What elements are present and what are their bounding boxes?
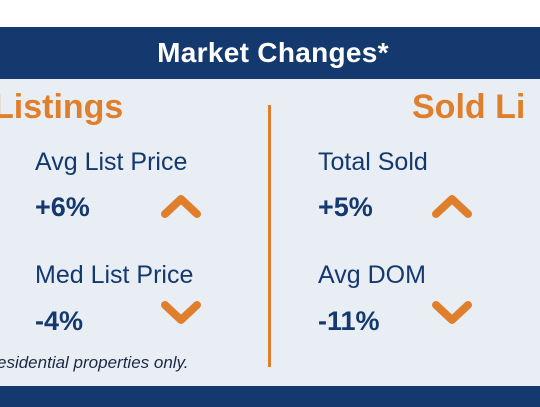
avg-dom-value: -11% [318,306,380,336]
chevron-down-icon [160,300,202,326]
med-list-price-value: -4% [35,306,84,336]
avg-list-price-label: Avg List Price [35,148,188,176]
stats-panel: Listings Sold Li Avg List Price +6% Med … [0,79,540,386]
section-title-sold-listings: Sold Li [412,88,526,126]
avg-list-price-value: +6% [35,192,90,222]
page-title: Market Changes* [157,37,389,68]
section-title-listings: Listings [0,88,124,126]
column-divider [268,105,271,367]
chevron-up-icon [160,193,202,219]
med-list-price-label: Med List Price [35,261,194,289]
footnote: esidential properties only. [0,353,189,372]
total-sold-value: +5% [318,192,373,222]
total-sold-label: Total Sold [318,148,428,176]
header-bar: Market Changes* [0,27,540,79]
avg-dom-label: Avg DOM [318,261,426,289]
footer-bar [0,386,540,407]
chevron-down-icon [431,300,473,326]
chevron-up-icon [431,193,473,219]
